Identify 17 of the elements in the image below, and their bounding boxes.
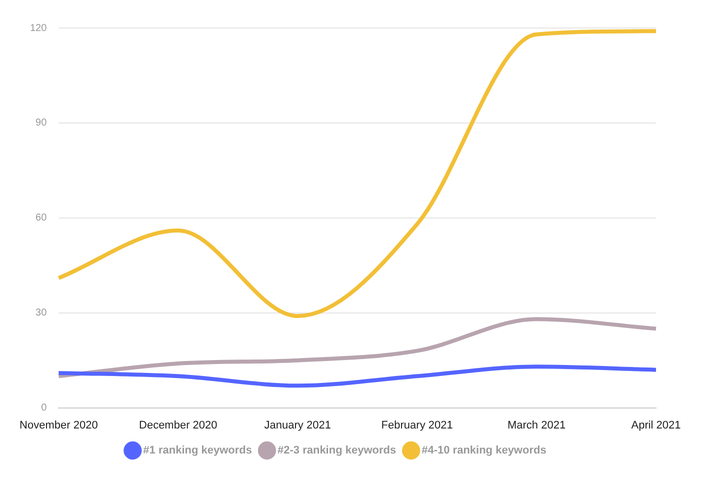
- line-series: [56, 29, 658, 318]
- x-tick-label: February 2021: [381, 419, 453, 432]
- y-tick-label: 90: [36, 118, 48, 129]
- x-tick-label: April 2021: [631, 419, 681, 432]
- y-tick-label: 30: [36, 308, 48, 319]
- legend-label: #4-10 ranking keywords: [422, 444, 546, 457]
- y-tick-label: 60: [36, 212, 48, 224]
- y-tick-label: 120: [30, 22, 48, 34]
- x-tick-label: March 2021: [507, 419, 566, 432]
- x-tick-label: December 2020: [139, 419, 218, 432]
- x-tick-label: November 2020: [20, 419, 98, 432]
- line-series: [56, 317, 658, 378]
- legend-label: #2-3 ranking keywords: [278, 444, 396, 457]
- x-tick-label: January 2021: [264, 419, 331, 432]
- line-series: [56, 364, 658, 388]
- y-tick-label: 0: [41, 402, 48, 414]
- legend-label: #1 ranking keywords: [143, 444, 252, 457]
